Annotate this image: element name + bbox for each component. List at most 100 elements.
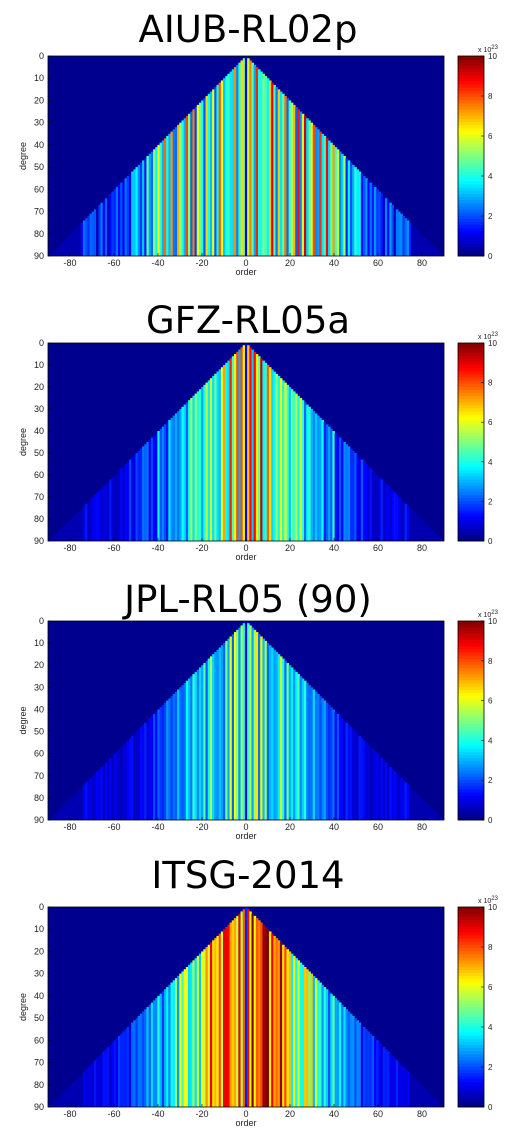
heatmap-column [360,173,364,256]
heatmap-column [354,1018,357,1107]
heatmap-column [437,1102,440,1107]
heatmap-column [321,133,325,256]
heatmap-column [229,922,233,1107]
colorbar-step [458,1103,484,1108]
heatmap-column [325,424,329,541]
colorbar-step [458,680,484,684]
heatmap-column [207,658,211,820]
heatmap-column [209,942,213,1107]
heatmap-column [50,817,53,820]
colorbar-step [458,221,484,226]
y-tick-label: 60 [34,470,44,480]
heatmap-column [367,744,370,820]
heatmap-column [128,1024,132,1107]
colorbar-step [458,676,484,681]
heatmap-column [209,656,213,820]
colorbar-step [458,655,484,659]
heatmap-column [273,84,276,256]
heatmap-column [360,459,364,541]
y-tick-label: 30 [34,118,44,128]
heatmap-column [142,160,145,256]
colorbar-step [458,438,484,443]
colorbar-step [458,1094,484,1099]
colorbar-step [458,389,484,393]
heatmap-column [216,649,219,820]
heatmap-column [209,91,213,256]
heatmap-column [253,629,257,820]
heatmap-column [115,472,119,541]
heatmap-column [391,490,395,541]
colorbar-step [458,442,484,446]
heatmap-column [65,238,69,256]
colorbar-tick-label: 0 [488,1103,493,1112]
heatmap-column [216,84,219,256]
heatmap-column [391,769,395,820]
colorbar-step [458,767,484,771]
heatmap-column [76,227,79,256]
heatmap-column [282,658,285,820]
y-tick-label: 90 [34,251,44,261]
heatmap-column [271,933,274,1107]
heatmap-column [299,398,303,541]
heatmap-column [314,978,318,1107]
colorbar-step [458,99,484,104]
heatmap-column [356,455,360,541]
heatmap-column [301,678,305,820]
colorbar-step [458,81,484,85]
heatmap-column [323,136,327,256]
colorbar-step [458,62,484,66]
colorbar-exponent-power: 23 [491,610,498,616]
heatmap-column [50,253,53,256]
heatmap-column [231,356,235,541]
heatmap-column [216,935,219,1107]
heatmap-column [56,247,60,256]
heatmap-column [242,909,246,1107]
heatmap-column [161,705,165,820]
colorbar-step [458,1075,484,1080]
heatmap-column [174,127,178,256]
colorbar-step [458,1003,484,1008]
heatmap-column [277,89,281,256]
colorbar-step [458,683,484,687]
heatmap-column [183,404,187,541]
colorbar-step [458,469,484,474]
heatmap-column [417,231,421,256]
heatmap-column [411,224,414,256]
x-tick-label: 40 [329,258,339,268]
colorbar-step [458,982,484,986]
heatmap-column [354,167,357,256]
heatmap-column [343,442,346,541]
heatmap-column [389,488,392,541]
colorbar-step [458,714,484,718]
heatmap-column [203,949,206,1107]
y-tick-label: 20 [34,946,44,956]
heatmap-column [262,360,265,541]
heatmap-column [148,439,152,541]
colorbar-step [458,224,484,229]
colorbar-step [458,1022,484,1027]
heatmap-column [166,422,169,541]
heatmap-column [244,343,248,541]
colorbar-step [458,807,484,812]
heatmap-column [367,1031,370,1107]
colorbar-step [458,1010,484,1014]
heatmap-column [126,176,130,256]
x-tick-label: 60 [373,543,383,553]
colorbar-frame [457,342,485,542]
heatmap-column [177,975,180,1107]
colorbar-step [458,972,484,977]
colorbar-step [458,380,484,384]
heatmap-column [413,227,416,256]
heatmap-column [404,782,408,820]
colorbar-step [458,448,484,452]
heatmap-column [408,222,412,256]
heatmap-column [251,627,255,820]
heatmap-column [166,700,169,820]
heatmap-column [229,358,233,541]
heatmap-column [439,538,443,541]
heatmap-column [398,211,401,256]
x-tick-label: 40 [329,1109,339,1119]
heatmap-column [336,1000,340,1107]
heatmap-column [198,102,202,256]
